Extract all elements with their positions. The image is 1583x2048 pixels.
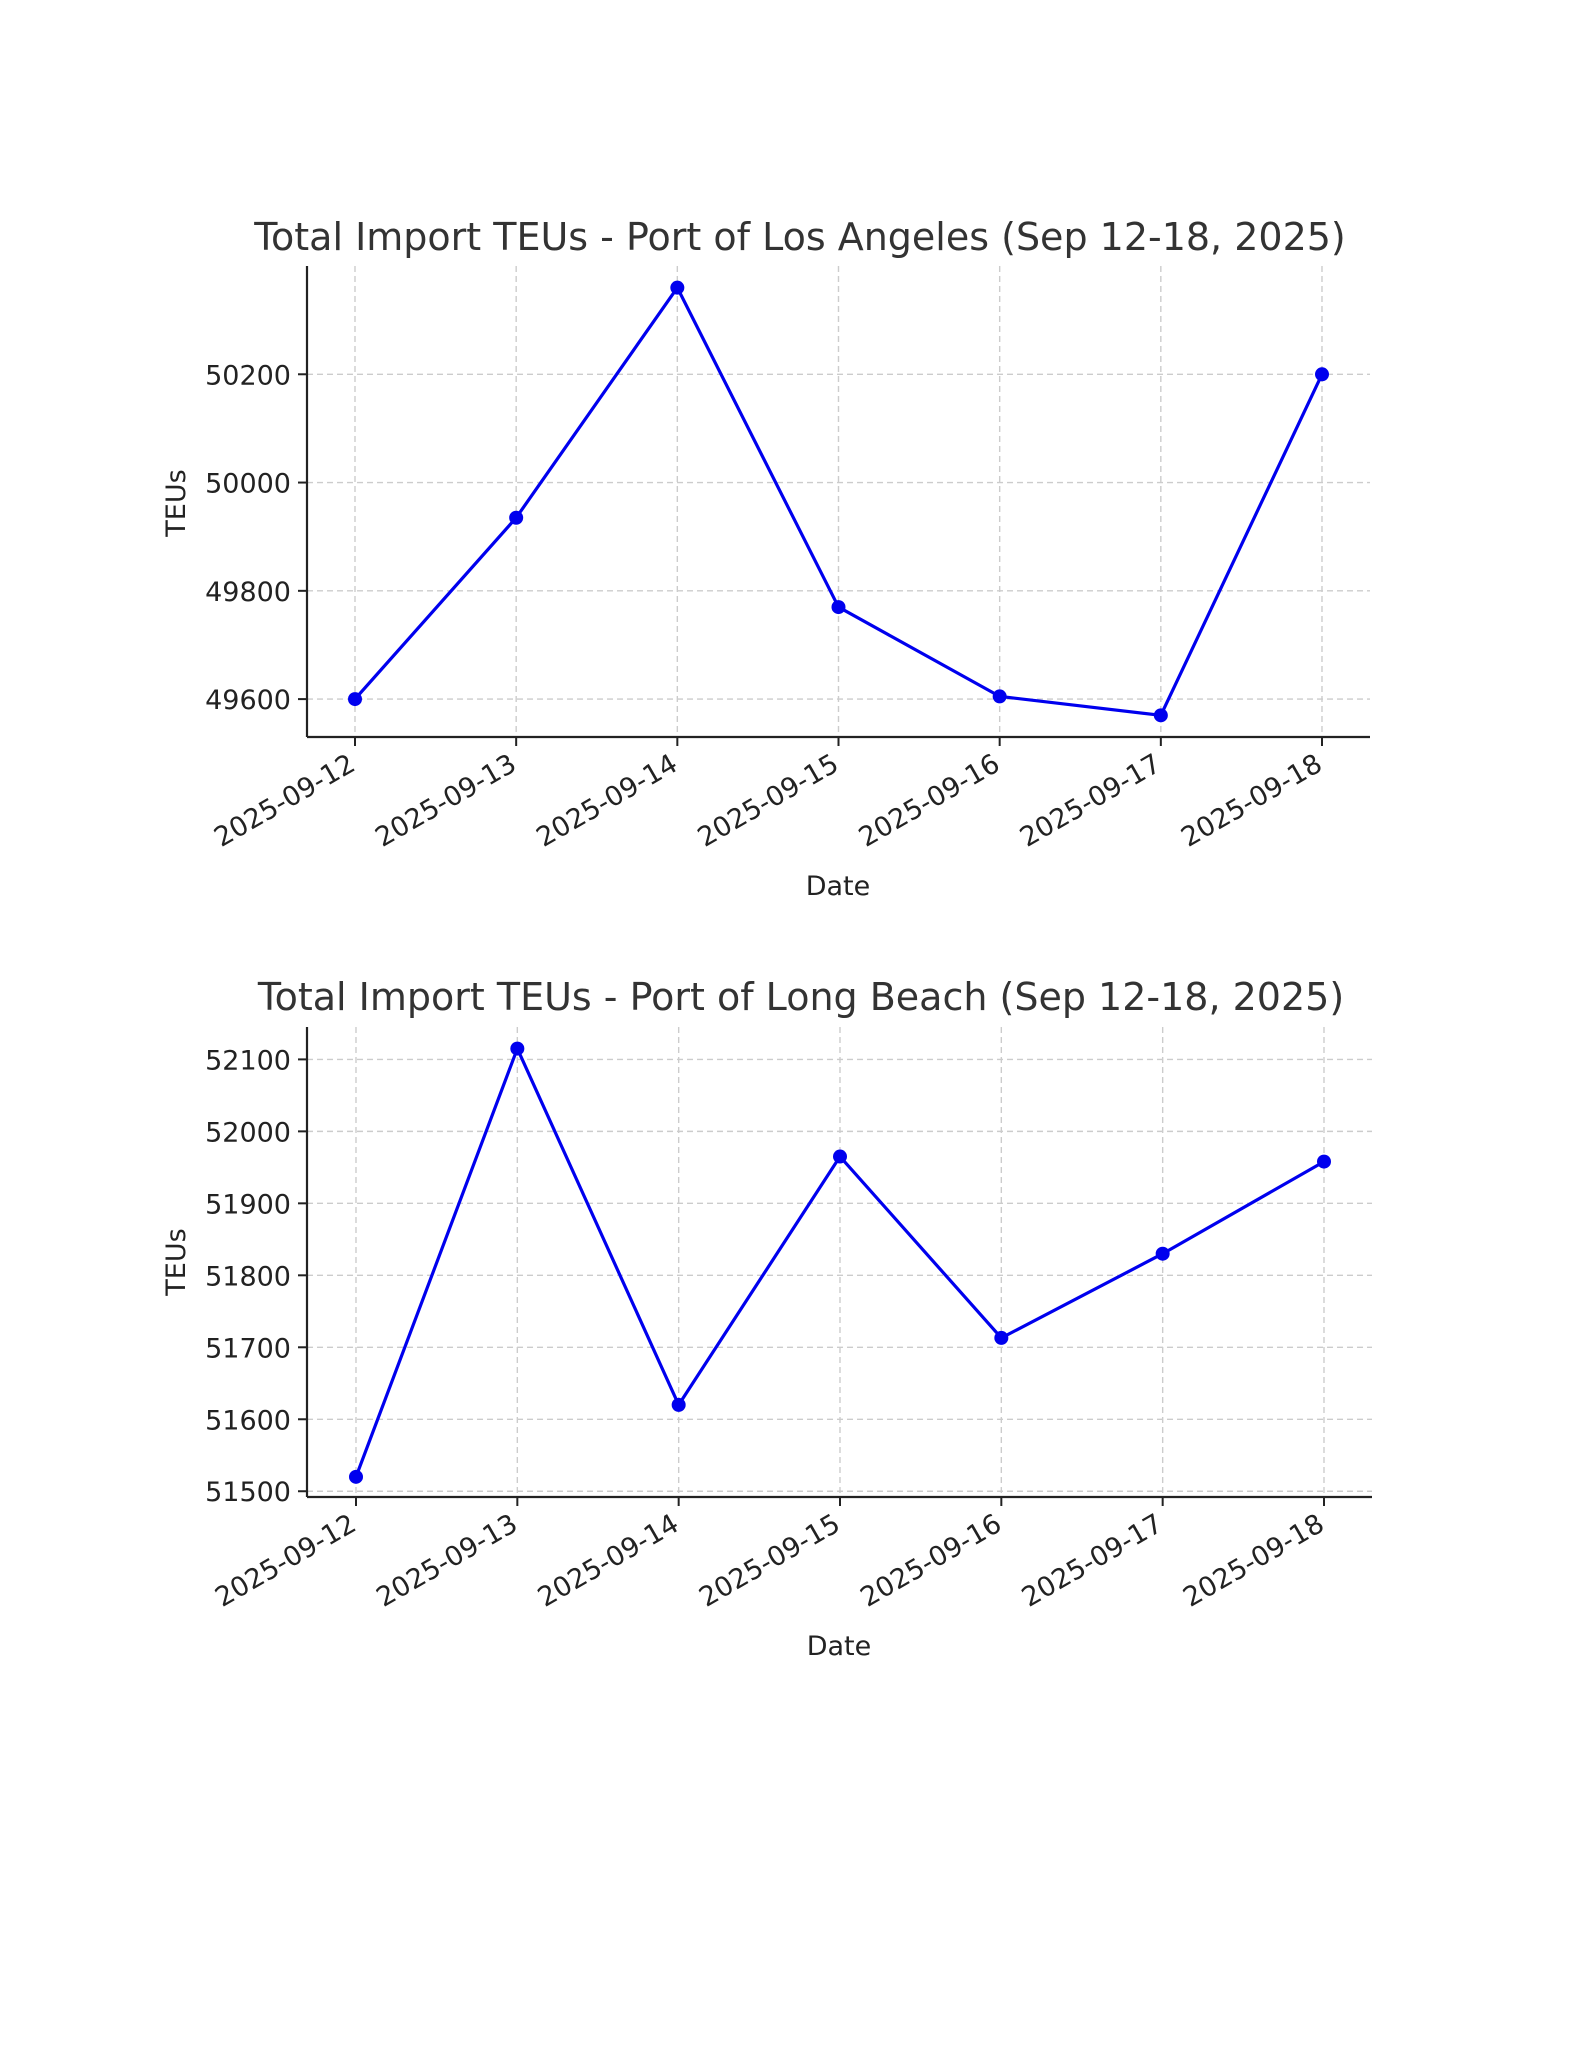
chart-los-angeles: Total Import TEUs - Port of Los Angeles … (161, 215, 1370, 902)
data-point (992, 689, 1007, 704)
data-point (348, 692, 362, 707)
y-tick-label: 50000 (205, 469, 291, 500)
data-point (510, 1041, 525, 1056)
chart-title: Total Import TEUs - Port of Long Beach (… (257, 975, 1344, 1019)
y-tick-label: 52100 (205, 1045, 291, 1076)
chart-long-beach: Total Import TEUs - Port of Long Beach (… (161, 975, 1372, 1662)
y-axis-label: TEUs (161, 469, 192, 537)
x-tick-label: 2025-09-15 (694, 1508, 845, 1613)
y-tick-label: 50200 (205, 360, 291, 391)
x-tick-label: 2025-09-14 (531, 748, 682, 853)
data-markers (349, 1041, 1331, 1484)
x-axis-label: Date (807, 1631, 872, 1662)
y-ticks: 51500 51600 51700 51800 51900 52000 52100 (205, 1045, 307, 1508)
x-tick-label: 2025-09-13 (370, 748, 521, 853)
data-point (1317, 1154, 1331, 1169)
data-point (994, 1330, 1009, 1345)
x-tick-label: 2025-09-18 (1178, 1508, 1329, 1613)
y-tick-label: 49800 (205, 577, 291, 608)
y-tick-label: 51600 (205, 1405, 291, 1436)
x-tick-label: 2025-09-17 (1015, 748, 1166, 853)
x-ticks: 2025-09-12 2025-09-13 2025-09-14 2025-09-15… (209, 737, 1328, 854)
y-tick-label: 51500 (205, 1477, 291, 1508)
y-tick-label: 51700 (205, 1333, 291, 1364)
x-ticks: 2025-09-12 2025-09-13 2025-09-14 2025-09-15… (210, 1497, 1330, 1614)
x-tick-label: 2025-09-16 (855, 1508, 1006, 1613)
data-point (831, 600, 846, 615)
data-point (1153, 708, 1168, 723)
data-point (1155, 1246, 1170, 1261)
data-point (833, 1149, 847, 1164)
data-markers (348, 280, 1329, 723)
x-tick-label: 2025-09-15 (693, 748, 844, 853)
grid (307, 266, 1370, 737)
data-point (349, 1469, 363, 1484)
y-tick-label: 51900 (205, 1189, 291, 1220)
x-tick-label: 2025-09-16 (854, 748, 1005, 853)
x-tick-label: 2025-09-17 (1017, 1508, 1168, 1613)
grid (307, 1027, 1372, 1497)
x-tick-label: 2025-09-13 (371, 1508, 522, 1613)
chart-title: Total Import TEUs - Port of Los Angeles … (253, 215, 1346, 259)
y-ticks: 49600 49800 50000 50200 (205, 360, 307, 716)
data-point (671, 1397, 686, 1412)
y-axis-label: TEUs (161, 1228, 192, 1296)
data-point (509, 510, 524, 525)
x-tick-label: 2025-09-12 (209, 748, 360, 853)
y-tick-label: 49600 (205, 685, 291, 716)
x-tick-label: 2025-09-18 (1176, 748, 1327, 853)
y-tick-label: 51800 (205, 1261, 291, 1292)
x-axis-label: Date (806, 871, 871, 902)
x-tick-label: 2025-09-14 (533, 1508, 684, 1613)
y-tick-label: 52000 (205, 1117, 291, 1148)
data-point (670, 280, 685, 295)
data-point (1315, 367, 1329, 382)
x-tick-label: 2025-09-12 (210, 1508, 361, 1613)
